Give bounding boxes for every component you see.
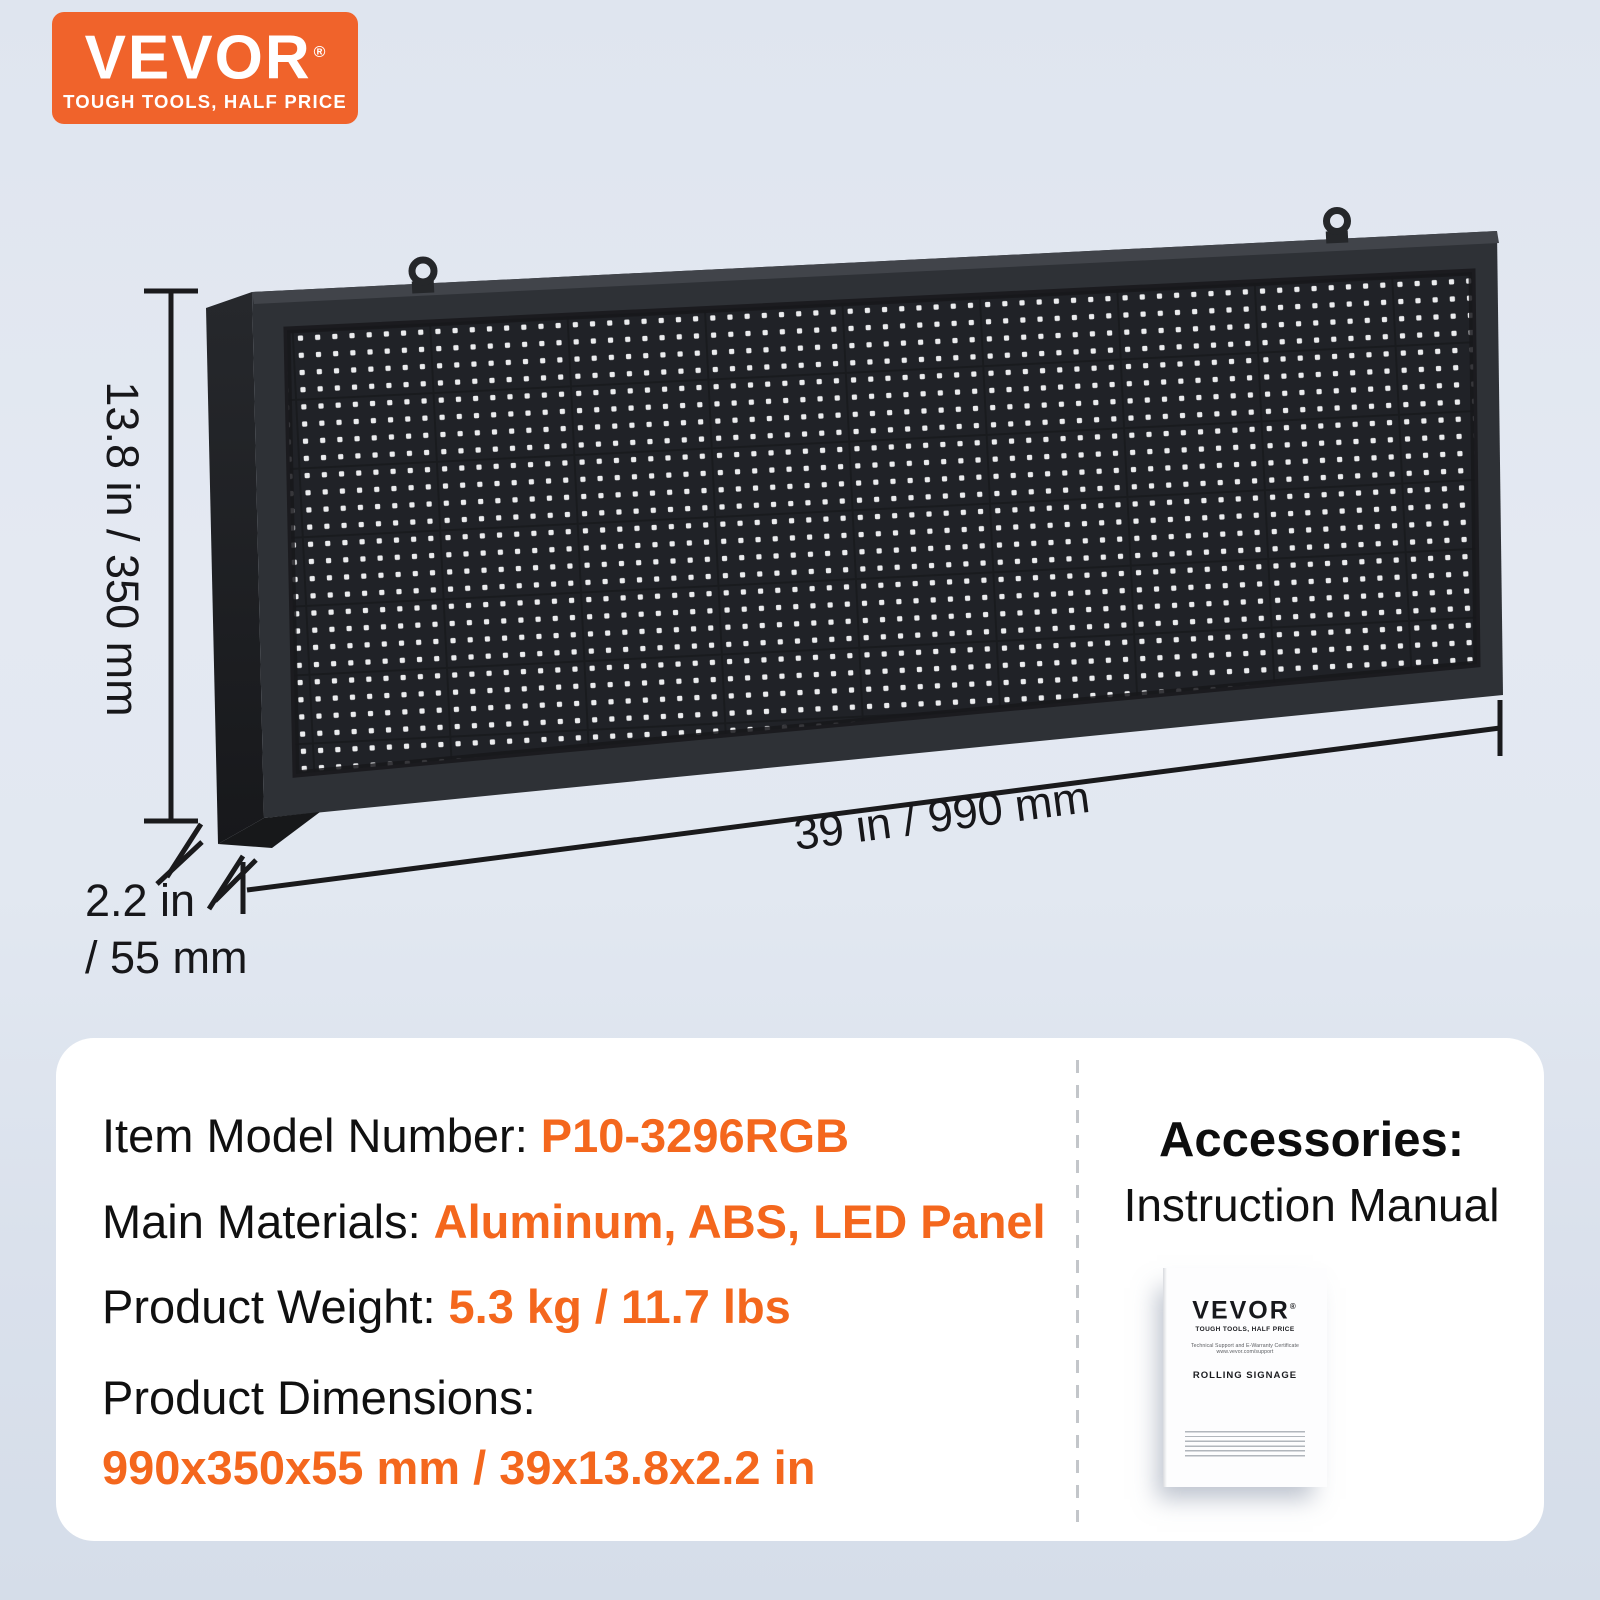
dashed-divider	[1076, 1060, 1079, 1522]
manual-brand-wordmark: VEVOR®	[1163, 1294, 1327, 1323]
brand-tagline: TOUGH TOOLS, HALF PRICE	[63, 90, 347, 112]
hanging-ring-left-icon	[408, 256, 438, 294]
led-inner-shadow	[283, 268, 1481, 778]
height-dimension-line	[144, 288, 198, 824]
spec-value: 990x350x55 mm / 39x13.8x2.2 in	[102, 1441, 816, 1494]
manual-support-line: Technical Support and E-Warranty Certifi…	[1190, 1343, 1299, 1356]
spec-value: 5.3 kg / 11.7 lbs	[448, 1280, 791, 1333]
panel-foot	[218, 812, 320, 848]
spec-row-weight: Product Weight: 5.3 kg / 11.7 lbs	[102, 1281, 791, 1333]
manual-brand: VEVOR	[1192, 1296, 1290, 1325]
spec-row-dimensions-label: Product Dimensions:	[102, 1372, 549, 1424]
instruction-manual-thumbnail: VEVOR® TOUGH TOOLS, HALF PRICE Technical…	[1163, 1268, 1327, 1487]
spec-value: Aluminum, ABS, LED Panel	[433, 1195, 1046, 1248]
spec-label: Product Weight:	[102, 1280, 436, 1333]
led-panel-diagram	[144, 207, 1503, 914]
depth-dimension-label-line2: / 55 mm	[85, 932, 248, 983]
specs-card: Item Model Number: P10-3296RGB Main Mater…	[56, 1038, 1544, 1541]
led-module-seams	[287, 272, 1477, 774]
spec-row-materials: Main Materials: Aluminum, ABS, LED Panel	[102, 1196, 1046, 1248]
panel-side-face	[206, 292, 264, 844]
spec-row-dimensions-value: 990x350x55 mm / 39x13.8x2.2 in	[102, 1442, 815, 1494]
depth-dimension-label-line1: 2.2 in	[85, 875, 196, 926]
manual-tagline: TOUGH TOOLS, HALF PRICE	[1195, 1326, 1295, 1334]
spec-label: Product Dimensions:	[102, 1371, 536, 1424]
manual-title: ROLLING SIGNAGE	[1192, 1370, 1298, 1382]
hanging-ring-right-icon	[1323, 207, 1351, 244]
registered-trademark-icon: ®	[313, 44, 326, 61]
brand-name: VEVOR	[84, 23, 312, 93]
spec-label: Item Model Number:	[102, 1109, 528, 1162]
manual-fine-print	[1185, 1431, 1305, 1459]
panel-top-bevel	[252, 231, 1499, 304]
brand-wordmark: VEVOR ®	[52, 24, 358, 89]
vevor-logo-badge: VEVOR ® TOUGH TOOLS, HALF PRICE	[52, 12, 358, 124]
spec-value: P10-3296RGB	[540, 1109, 850, 1162]
manual-registered-trademark-icon: ®	[1289, 1302, 1298, 1311]
accessories-item: Instruction Manual	[1123, 1179, 1500, 1231]
height-dimension-label: 13.8 in / 350 mm	[97, 381, 148, 717]
accessories-title: Accessories:	[1158, 1113, 1465, 1167]
spec-row-model-number: Item Model Number: P10-3296RGB	[102, 1110, 849, 1162]
spec-label: Main Materials:	[102, 1195, 421, 1248]
depth-dimension-label: 2.2 in / 55 mm	[85, 872, 248, 986]
depth-dimension-marks	[155, 822, 258, 911]
